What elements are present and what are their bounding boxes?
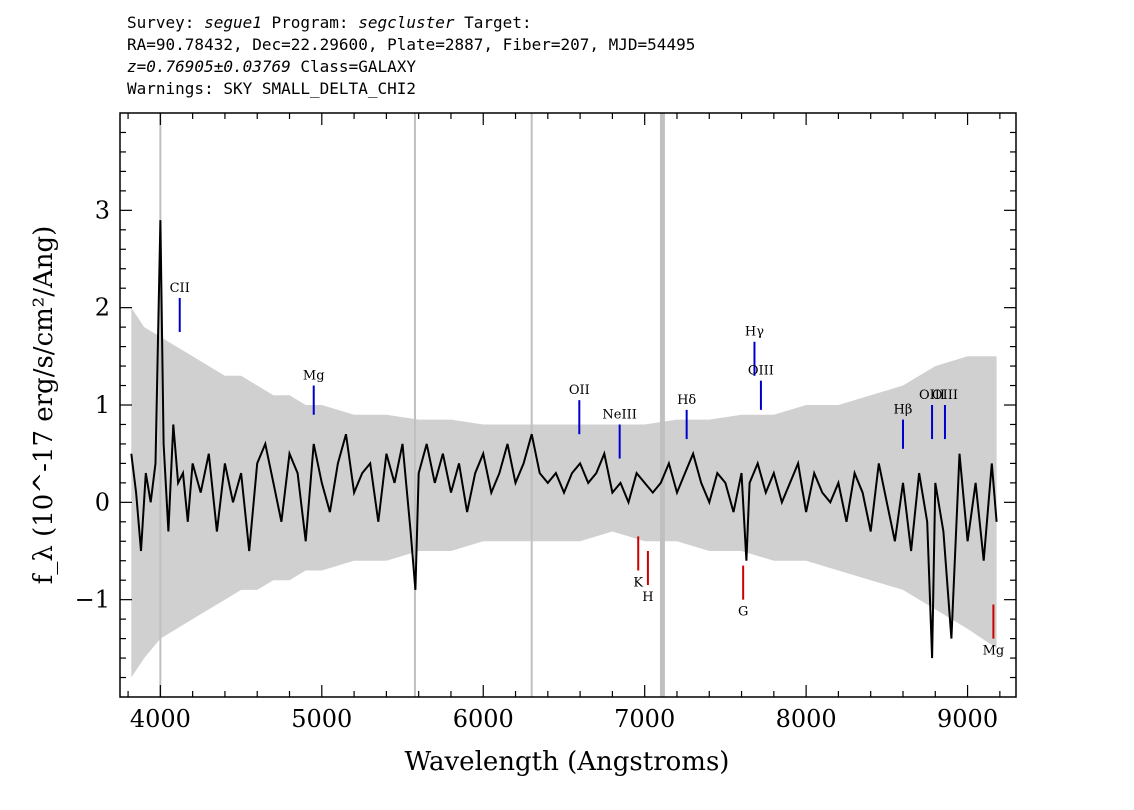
emission-line-label: Hδ (677, 393, 696, 408)
program-value: segcluster (358, 13, 455, 32)
emission-line-label: Hγ (745, 325, 764, 340)
emission-line-label: CII (170, 281, 190, 296)
emission-line-label: OIII (932, 388, 958, 403)
x-tick-label: 8000 (776, 705, 837, 733)
emission-line-label: Hβ (894, 403, 913, 418)
absorption-line-label: H (642, 590, 653, 605)
y-tick-label: 1 (95, 391, 110, 419)
absorption-line-label: G (738, 605, 748, 620)
header-line-redshift: z=0.76905±0.03769 Class=GALAXY (127, 56, 695, 78)
y-tick-label: 2 (95, 294, 110, 322)
x-tick-label: 6000 (453, 705, 514, 733)
redshift-value: z=0.76905±0.03769 (127, 57, 291, 76)
emission-line-label: OIII (919, 388, 945, 403)
x-tick-label: 4000 (130, 705, 191, 733)
emission-line-label: Mg (303, 369, 325, 384)
program-label: Program: (261, 13, 359, 32)
emission-line-label: NeIII (602, 407, 636, 422)
x-tick-label: 9000 (937, 705, 998, 733)
absorption-line-label: Mg (983, 644, 1005, 659)
absorption-line-label: K (633, 575, 643, 590)
emission-line-label: OII (569, 383, 590, 398)
target-label: Target: (454, 13, 532, 32)
y-tick-label: −1 (75, 586, 110, 614)
header-line-warnings: Warnings: SKY SMALL_DELTA_CHI2 (127, 79, 416, 98)
y-tick-label: 3 (95, 196, 110, 224)
emission-line-label: OIII (748, 364, 774, 379)
header-line-coordinates: RA=90.78432, Dec=22.29600, Plate=2887, F… (127, 35, 696, 54)
survey-label: Survey: (127, 13, 205, 32)
x-tick-label: 5000 (291, 705, 352, 733)
spectrum-header: Survey: segue1 Program: segcluster Targe… (127, 12, 695, 100)
y-tick-label: 0 (95, 488, 110, 516)
x-tick-label: 7000 (614, 705, 675, 733)
class-value: Class=GALAXY (290, 57, 416, 76)
x-axis-title: Wavelength (Angstroms) (405, 747, 730, 777)
survey-value: segue1 (204, 13, 262, 32)
axes: 4000 5000 6000 7000 8000 9000 −1 0 1 2 3 (75, 112, 1017, 733)
y-axis-title: f_λ (10^-17 erg/s/cm²/Ang) (29, 226, 59, 585)
flux-series (130, 220, 998, 659)
header-line-survey: Survey: segue1 Program: segcluster Targe… (127, 12, 695, 34)
